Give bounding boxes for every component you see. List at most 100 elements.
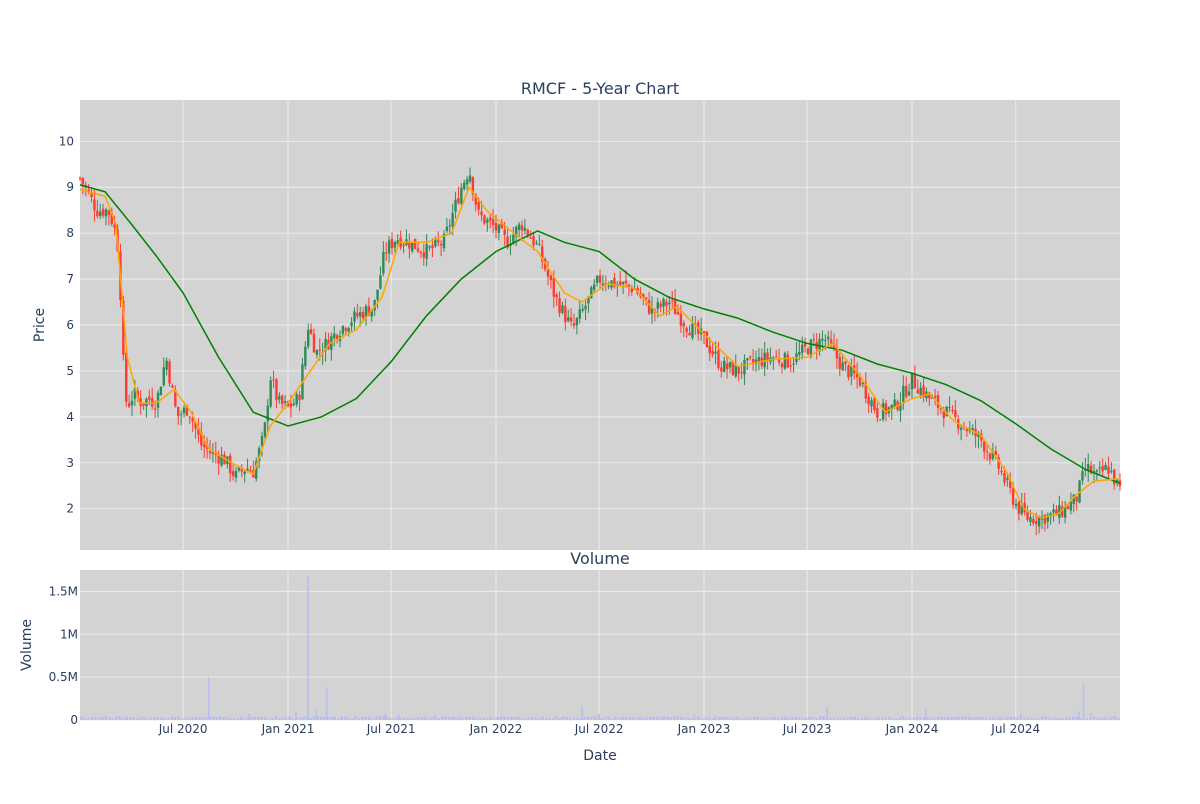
candle-body bbox=[642, 294, 645, 298]
volume-bar bbox=[680, 716, 683, 720]
volume-bar bbox=[402, 717, 406, 720]
volume-bar bbox=[943, 717, 947, 720]
candle-body bbox=[601, 283, 605, 286]
candle-body bbox=[1009, 479, 1012, 488]
candle-body bbox=[1055, 509, 1058, 516]
candle-body bbox=[922, 385, 925, 398]
volume-bar bbox=[1071, 716, 1075, 720]
volume-bar bbox=[946, 717, 950, 720]
volume-bar bbox=[264, 717, 267, 720]
volume-bar bbox=[440, 716, 444, 720]
candle-body bbox=[451, 212, 454, 227]
volume-bar bbox=[520, 718, 524, 720]
volume-bar bbox=[398, 714, 400, 720]
volume-bar bbox=[1050, 717, 1054, 720]
candle-body bbox=[870, 400, 873, 407]
candle-body bbox=[304, 346, 307, 367]
candle-body bbox=[125, 352, 128, 402]
candle-body bbox=[1032, 519, 1035, 524]
volume-bar bbox=[572, 717, 576, 720]
volume-bar bbox=[581, 706, 583, 720]
candle-body bbox=[983, 441, 986, 452]
candle-body bbox=[411, 241, 414, 252]
candle-body bbox=[145, 398, 148, 407]
volume-bar bbox=[388, 717, 392, 720]
volume-bar bbox=[784, 716, 787, 720]
volume-bar bbox=[693, 714, 696, 720]
candle-body bbox=[844, 361, 847, 365]
candle-body bbox=[1037, 517, 1041, 527]
volume-bar bbox=[1057, 718, 1061, 720]
candle-body bbox=[477, 202, 480, 210]
candle-body bbox=[269, 380, 272, 407]
volume-bar bbox=[128, 718, 132, 720]
volume-bar bbox=[1090, 713, 1092, 720]
date-tick-label: Jul 2024 bbox=[990, 722, 1040, 736]
volume-bar bbox=[312, 716, 316, 720]
candle-body bbox=[416, 248, 420, 252]
price-tick-label: 5 bbox=[66, 364, 74, 378]
volume-bar bbox=[593, 716, 597, 720]
volume-tick-label: 0 bbox=[70, 713, 78, 727]
candle-body bbox=[171, 385, 174, 388]
volume-bar bbox=[898, 717, 902, 720]
candle-body bbox=[959, 427, 963, 430]
candle-body bbox=[587, 296, 590, 304]
volume-bar bbox=[205, 717, 208, 720]
volume-bar bbox=[135, 718, 139, 720]
candle-body bbox=[723, 360, 726, 372]
volume-bar bbox=[1109, 716, 1113, 720]
candle-body bbox=[240, 468, 243, 472]
volume-bar bbox=[378, 716, 382, 720]
volume-bar bbox=[461, 718, 465, 720]
volume-bar bbox=[915, 716, 919, 720]
candle-body bbox=[454, 199, 457, 212]
volume-bar bbox=[867, 717, 870, 720]
volume-bar bbox=[960, 716, 964, 720]
volume-bar bbox=[700, 718, 704, 720]
volume-bar bbox=[891, 718, 895, 720]
candle-body bbox=[110, 212, 113, 224]
candle-body bbox=[757, 357, 761, 362]
volume-bar bbox=[180, 718, 184, 720]
volume-bar bbox=[870, 718, 874, 720]
volume-bar bbox=[423, 716, 427, 720]
volume-bar bbox=[877, 717, 881, 720]
candle-body bbox=[717, 350, 720, 368]
candle-body bbox=[142, 403, 145, 406]
volume-bar bbox=[624, 716, 628, 720]
candle-body bbox=[1046, 514, 1049, 522]
volume-bar bbox=[184, 717, 187, 720]
volume-tick-label: 1.5M bbox=[49, 584, 78, 598]
volume-bar bbox=[1020, 714, 1022, 720]
volume-bar bbox=[1096, 718, 1099, 720]
volume-bar bbox=[849, 716, 853, 720]
volume-bar bbox=[544, 718, 548, 720]
volume-bar bbox=[770, 717, 773, 720]
volume-bar bbox=[94, 717, 97, 720]
volume-bar bbox=[163, 717, 167, 720]
volume-bar bbox=[527, 717, 531, 720]
candle-body bbox=[364, 305, 368, 318]
volume-bar bbox=[1026, 717, 1030, 720]
volume-bar bbox=[901, 716, 905, 720]
candle-body bbox=[153, 408, 157, 410]
volume-bar bbox=[409, 718, 413, 720]
candle-body bbox=[578, 309, 581, 319]
candle-body bbox=[1052, 509, 1055, 513]
volume-bar bbox=[780, 716, 784, 720]
candle-body bbox=[645, 297, 648, 299]
candle-body bbox=[159, 386, 163, 396]
candle-body bbox=[627, 284, 631, 287]
candle-body bbox=[806, 348, 810, 355]
volume-bar bbox=[888, 716, 891, 720]
volume-bar bbox=[499, 716, 503, 720]
price-tick-label: 10 bbox=[59, 134, 74, 148]
candle-body bbox=[789, 365, 792, 367]
candle-body bbox=[916, 389, 919, 394]
candle-body bbox=[985, 451, 989, 453]
volume-bar bbox=[1061, 718, 1065, 720]
volume-bar bbox=[267, 718, 271, 720]
volume-bar bbox=[281, 717, 285, 720]
volume-bar bbox=[634, 718, 638, 720]
